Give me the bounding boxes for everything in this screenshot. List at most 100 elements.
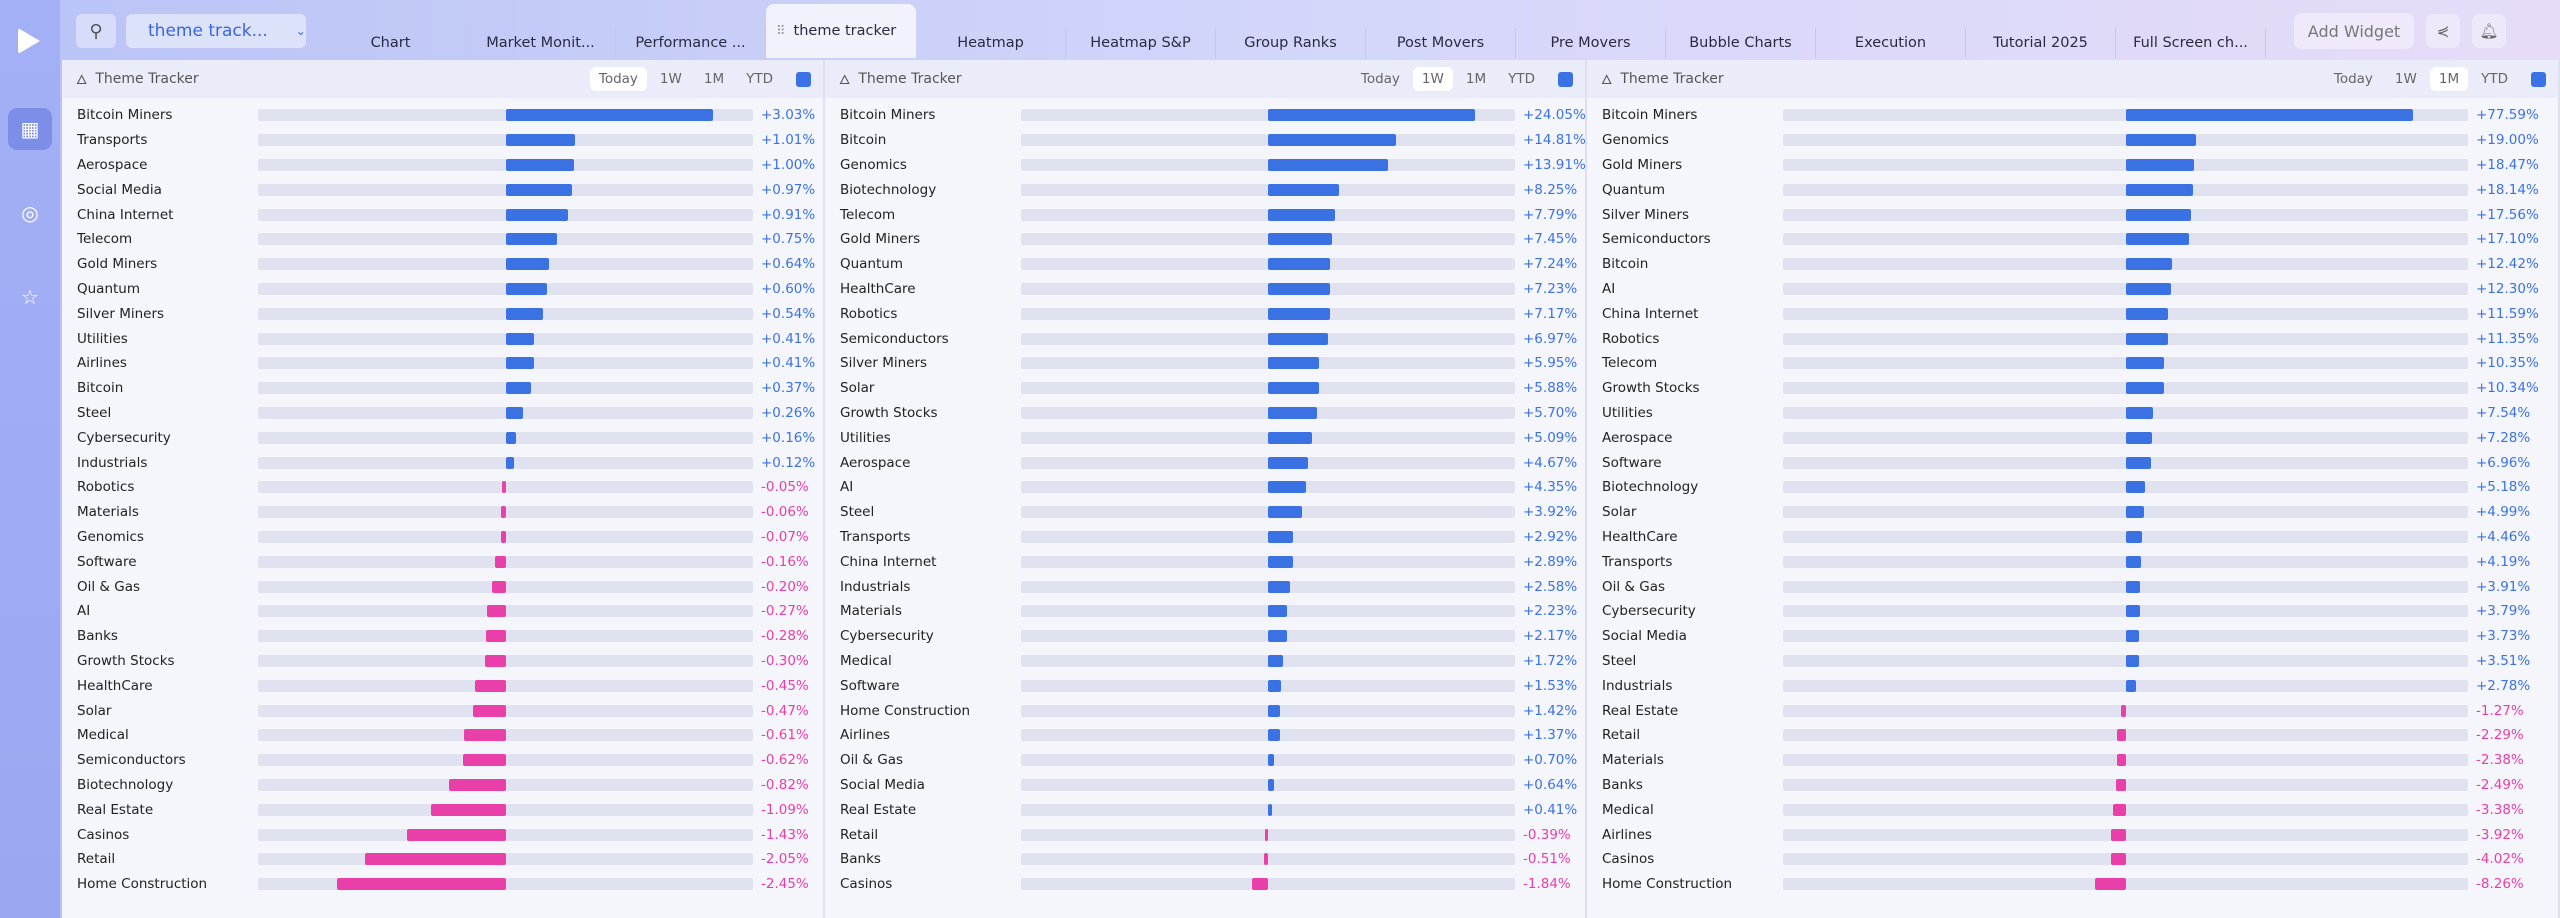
theme-row[interactable]: Aerospace +7.28%	[1587, 425, 2558, 450]
tab-market-monit[interactable]: Market Monit...	[466, 28, 616, 58]
theme-row[interactable]: Bitcoin Miners +3.03%	[62, 103, 823, 128]
theme-row[interactable]: Cybersecurity +2.17%	[825, 624, 1585, 649]
theme-row[interactable]: Telecom +7.79%	[825, 202, 1585, 227]
theme-row[interactable]: Bitcoin Miners +77.59%	[1587, 103, 2558, 128]
theme-row[interactable]: Growth Stocks +10.34%	[1587, 376, 2558, 401]
theme-row[interactable]: Solar +5.88%	[825, 376, 1585, 401]
theme-row[interactable]: Silver Miners +5.95%	[825, 351, 1585, 376]
theme-row[interactable]: Transports +2.92%	[825, 525, 1585, 550]
theme-row[interactable]: Real Estate +0.41%	[825, 797, 1585, 822]
theme-row[interactable]: Biotechnology +5.18%	[1587, 475, 2558, 500]
theme-row[interactable]: Genomics +19.00%	[1587, 128, 2558, 153]
dashboard-icon[interactable]: ▦	[8, 108, 52, 150]
theme-row[interactable]: Robotics +7.17%	[825, 301, 1585, 326]
color-toggle[interactable]	[1558, 71, 1573, 87]
theme-row[interactable]: Social Media +0.97%	[62, 177, 823, 202]
theme-row[interactable]: AI +12.30%	[1587, 277, 2558, 302]
tab-group-ranks[interactable]: Group Ranks	[1216, 28, 1366, 58]
theme-row[interactable]: Bitcoin +14.81%	[825, 128, 1586, 153]
theme-row[interactable]: Telecom +0.75%	[62, 227, 823, 252]
theme-row[interactable]: Semiconductors -0.62%	[62, 748, 823, 773]
theme-row[interactable]: Aerospace +1.00%	[62, 153, 823, 178]
theme-row[interactable]: Home Construction -2.45%	[62, 872, 823, 897]
color-toggle[interactable]	[2531, 71, 2546, 87]
theme-row[interactable]: Solar -0.47%	[62, 698, 823, 723]
logo-icon[interactable]	[18, 28, 40, 54]
theme-row[interactable]: Oil & Gas +0.70%	[825, 748, 1585, 773]
theme-row[interactable]: Industrials +0.12%	[62, 450, 823, 475]
theme-row[interactable]: Bitcoin +0.37%	[62, 376, 823, 401]
drag-handle-icon[interactable]: ⠿	[776, 23, 786, 39]
theme-row[interactable]: Materials +2.23%	[825, 599, 1585, 624]
theme-row[interactable]: Industrials +2.58%	[825, 574, 1585, 599]
theme-row[interactable]: Telecom +10.35%	[1587, 351, 2558, 376]
theme-row[interactable]: China Internet +11.59%	[1587, 301, 2558, 326]
period-ytd-button[interactable]: YTD	[1508, 71, 1535, 87]
theme-row[interactable]: Real Estate -1.27%	[1587, 698, 2558, 723]
theme-row[interactable]: Genomics -0.07%	[62, 525, 823, 550]
theme-row[interactable]: Quantum +7.24%	[825, 252, 1585, 277]
theme-row[interactable]: AI -0.27%	[62, 599, 823, 624]
tab-chart[interactable]: Chart	[316, 28, 466, 58]
period-today-button[interactable]: Today	[2333, 71, 2373, 87]
theme-row[interactable]: Gold Miners +7.45%	[825, 227, 1585, 252]
theme-row[interactable]: HealthCare -0.45%	[62, 673, 823, 698]
share-icon[interactable]: ⋞	[2426, 14, 2460, 48]
theme-row[interactable]: Home Construction +1.42%	[825, 698, 1585, 723]
theme-row[interactable]: Growth Stocks -0.30%	[62, 649, 823, 674]
radar-icon[interactable]: ◎	[21, 201, 39, 225]
theme-row[interactable]: Gold Miners +0.64%	[62, 252, 823, 277]
star-icon[interactable]: ☆	[21, 285, 39, 309]
period-ytd-button[interactable]: YTD	[746, 71, 773, 87]
theme-row[interactable]: HealthCare +4.46%	[1587, 525, 2558, 550]
theme-row[interactable]: Airlines -3.92%	[1587, 822, 2558, 847]
theme-row[interactable]: Software +6.96%	[1587, 450, 2558, 475]
period-today-button[interactable]: Today	[1360, 71, 1400, 87]
theme-row[interactable]: Transports +1.01%	[62, 128, 823, 153]
theme-row[interactable]: Real Estate -1.09%	[62, 797, 823, 822]
theme-row[interactable]: Materials -0.06%	[62, 500, 823, 525]
theme-row[interactable]: Airlines +1.37%	[825, 723, 1585, 748]
add-widget-button[interactable]: Add Widget	[2294, 13, 2414, 49]
theme-row[interactable]: Cybersecurity +0.16%	[62, 425, 823, 450]
theme-row[interactable]: Software +1.53%	[825, 673, 1585, 698]
theme-row[interactable]: Steel +0.26%	[62, 401, 823, 426]
theme-row[interactable]: Aerospace +4.67%	[825, 450, 1585, 475]
tab-full-screen-ch[interactable]: Full Screen ch...	[2116, 28, 2266, 58]
period-1w-button[interactable]: 1W	[1412, 67, 1453, 91]
tab-bubble-charts[interactable]: Bubble Charts	[1666, 28, 1816, 58]
theme-row[interactable]: Biotechnology +8.25%	[825, 177, 1585, 202]
theme-row[interactable]: Bitcoin +12.42%	[1587, 252, 2558, 277]
theme-row[interactable]: HealthCare +7.23%	[825, 277, 1585, 302]
theme-row[interactable]: Bitcoin Miners +24.05%	[825, 103, 1586, 128]
theme-row[interactable]: Solar +4.99%	[1587, 500, 2558, 525]
theme-row[interactable]: Quantum +18.14%	[1587, 177, 2558, 202]
theme-row[interactable]: Materials -2.38%	[1587, 748, 2558, 773]
theme-row[interactable]: Silver Miners +0.54%	[62, 301, 823, 326]
color-toggle[interactable]	[796, 71, 811, 87]
theme-row[interactable]: Medical +1.72%	[825, 649, 1585, 674]
bell-icon[interactable]: 🔔︎	[2472, 14, 2506, 48]
tab-theme-tracker[interactable]: ⠿ theme tracker	[766, 4, 916, 58]
theme-row[interactable]: Gold Miners +18.47%	[1587, 153, 2558, 178]
tab-pre-movers[interactable]: Pre Movers	[1516, 28, 1666, 58]
theme-row[interactable]: Steel +3.92%	[825, 500, 1585, 525]
search-button[interactable]: ⚲	[76, 14, 116, 48]
tab-performance[interactable]: Performance ...	[616, 28, 766, 58]
tab-execution[interactable]: Execution	[1816, 28, 1966, 58]
theme-row[interactable]: Social Media +3.73%	[1587, 624, 2558, 649]
period-1w-button[interactable]: 1W	[2394, 71, 2417, 87]
tab-heatmap[interactable]: Heatmap	[916, 28, 1066, 58]
theme-row[interactable]: Software -0.16%	[62, 549, 823, 574]
theme-row[interactable]: Airlines +0.41%	[62, 351, 823, 376]
period-ytd-button[interactable]: YTD	[2481, 71, 2508, 87]
theme-row[interactable]: China Internet +0.91%	[62, 202, 823, 227]
theme-row[interactable]: Utilities +5.09%	[825, 425, 1585, 450]
theme-row[interactable]: Semiconductors +6.97%	[825, 326, 1585, 351]
theme-row[interactable]: Industrials +2.78%	[1587, 673, 2558, 698]
theme-row[interactable]: Genomics +13.91%	[825, 153, 1586, 178]
theme-row[interactable]: AI +4.35%	[825, 475, 1585, 500]
theme-row[interactable]: Retail -2.05%	[62, 847, 823, 872]
tab-tutorial-2025[interactable]: Tutorial 2025	[1966, 28, 2116, 58]
theme-row[interactable]: Retail -0.39%	[825, 822, 1585, 847]
